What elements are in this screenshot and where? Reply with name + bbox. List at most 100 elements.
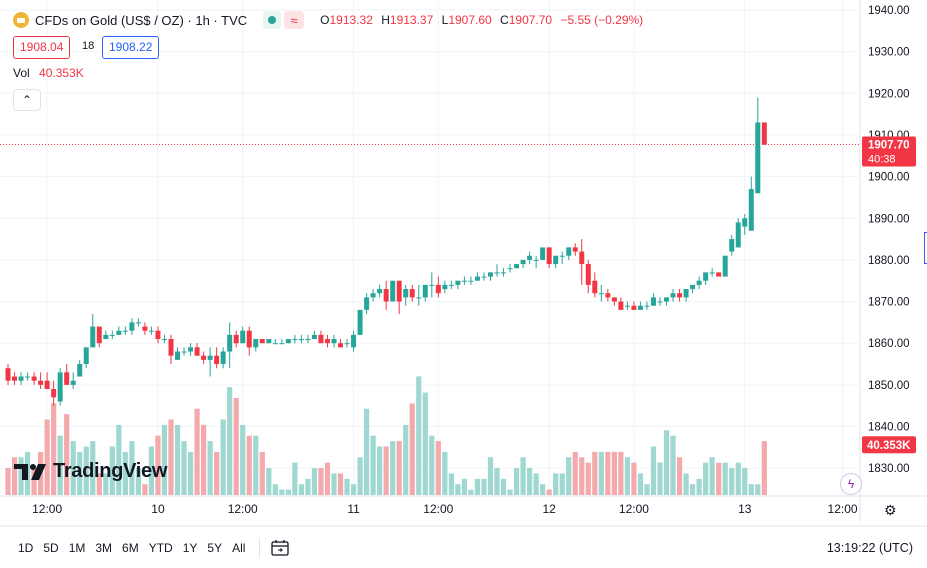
candle xyxy=(370,289,376,302)
candle-body xyxy=(572,247,578,252)
volume-bar xyxy=(285,489,291,495)
candle-body xyxy=(735,222,741,248)
candle-body xyxy=(148,330,154,332)
high-value: 1913.37 xyxy=(389,13,434,27)
candle xyxy=(351,330,357,352)
candle xyxy=(664,297,670,306)
candle-body xyxy=(188,347,194,352)
volume-bar xyxy=(292,462,298,495)
candle xyxy=(161,334,167,344)
price-tick-label: 1850.00 xyxy=(868,380,910,392)
candle-body xyxy=(259,339,265,344)
volume-bar xyxy=(540,484,546,495)
volume-bar xyxy=(566,457,572,495)
tradingview-logo[interactable]: TradingView xyxy=(14,460,167,483)
calendar-range-icon[interactable] xyxy=(270,539,290,557)
candle-body xyxy=(559,255,565,257)
candle xyxy=(540,247,546,260)
candle-body xyxy=(266,339,272,344)
time-tick-label: 10 xyxy=(151,502,165,516)
candle xyxy=(435,276,441,298)
range-1y[interactable]: 1Y xyxy=(182,541,198,555)
candle-body xyxy=(57,372,63,402)
price-tick-label: 1930.00 xyxy=(868,47,910,59)
volume-bar xyxy=(722,462,728,495)
time-tick-label: 12:00 xyxy=(828,502,858,516)
candle-body xyxy=(318,334,324,344)
scroll-edge-marker[interactable] xyxy=(924,232,927,264)
lightning-icon[interactable]: ϟ xyxy=(840,473,862,495)
candle-body xyxy=(618,301,624,310)
time-tick-label: 12:00 xyxy=(423,502,453,516)
range-ytd[interactable]: YTD xyxy=(148,541,173,555)
candle-body xyxy=(240,330,246,344)
volume-bar xyxy=(122,451,128,495)
volume-bar xyxy=(742,468,748,495)
candle xyxy=(501,268,507,277)
candle xyxy=(135,318,141,327)
range-6m[interactable]: 6M xyxy=(122,541,139,555)
candle-body xyxy=(370,293,376,298)
candle xyxy=(670,289,676,302)
volume-legend: Vol 40.353K xyxy=(13,66,84,80)
candle xyxy=(481,272,487,281)
volume-bar xyxy=(761,441,767,495)
chart-legend: CFDs on Gold (US$ / OZ) · 1h · TVC ≈ O19… xyxy=(13,11,648,29)
candle-body xyxy=(553,255,559,265)
candle xyxy=(403,284,409,306)
volume-bar xyxy=(279,489,285,495)
candle xyxy=(703,272,709,285)
chevron-up-icon[interactable]: ⌃ xyxy=(13,89,41,111)
candle-body xyxy=(70,380,76,385)
volume-bar xyxy=(344,478,350,495)
range-3m[interactable]: 3M xyxy=(95,541,113,555)
toolbar-divider xyxy=(259,538,261,558)
candle xyxy=(494,264,500,277)
bottom-toolbar: 1D 5D 1M 3M 6M YTD 1Y 5Y All 13:19:22 (U… xyxy=(0,528,927,568)
volume-bar xyxy=(507,489,513,495)
candle-body xyxy=(664,297,670,302)
volume-bar xyxy=(350,484,357,495)
utc-clock[interactable]: 13:19:22 (UTC) xyxy=(826,541,913,555)
range-1d[interactable]: 1D xyxy=(18,541,34,555)
candle-body xyxy=(474,276,480,281)
candle xyxy=(585,259,591,294)
range-5d[interactable]: 5D xyxy=(43,541,59,555)
candle xyxy=(618,297,624,310)
candle-body xyxy=(38,380,44,385)
volume-bar xyxy=(644,484,650,495)
candle-body xyxy=(377,289,383,294)
gear-icon[interactable]: ⚙ xyxy=(884,502,897,518)
candle xyxy=(677,289,683,302)
candle-body xyxy=(129,322,135,331)
candle xyxy=(735,218,741,248)
candle xyxy=(559,251,565,265)
candle xyxy=(546,247,552,269)
eye-icon[interactable] xyxy=(263,11,282,29)
buy-price-button[interactable]: 1908.22 xyxy=(102,36,160,59)
candle-body xyxy=(677,293,683,298)
range-5y[interactable]: 5Y xyxy=(207,541,223,555)
close-value: 1907.70 xyxy=(508,13,553,27)
candle xyxy=(168,334,174,365)
volume-bar xyxy=(403,424,409,495)
candle xyxy=(390,280,396,302)
candle-body xyxy=(116,330,122,335)
low-label: L xyxy=(441,13,449,27)
tradingview-logo-icon xyxy=(14,463,46,480)
symbol-title[interactable]: CFDs on Gold (US$ / OZ) · 1h · TVC xyxy=(35,12,248,28)
candle-body xyxy=(96,326,102,344)
wave-icon[interactable]: ≈ xyxy=(284,11,305,29)
volume-bar xyxy=(748,484,754,495)
candle xyxy=(455,280,461,290)
sell-price-button[interactable]: 1908.04 xyxy=(13,36,71,59)
candle-body xyxy=(279,343,285,345)
price-tick-label: 1860.00 xyxy=(868,338,910,350)
volume-bar xyxy=(631,462,637,495)
volume-bar xyxy=(227,387,233,495)
range-1m[interactable]: 1M xyxy=(68,541,86,555)
range-all[interactable]: All xyxy=(232,541,246,555)
candle xyxy=(637,301,643,310)
candle-body xyxy=(507,268,513,270)
volume-bar xyxy=(676,457,683,495)
